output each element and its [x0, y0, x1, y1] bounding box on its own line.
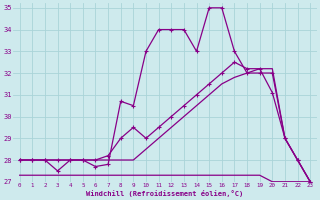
X-axis label: Windchill (Refroidissement éolien,°C): Windchill (Refroidissement éolien,°C) [86, 190, 244, 197]
